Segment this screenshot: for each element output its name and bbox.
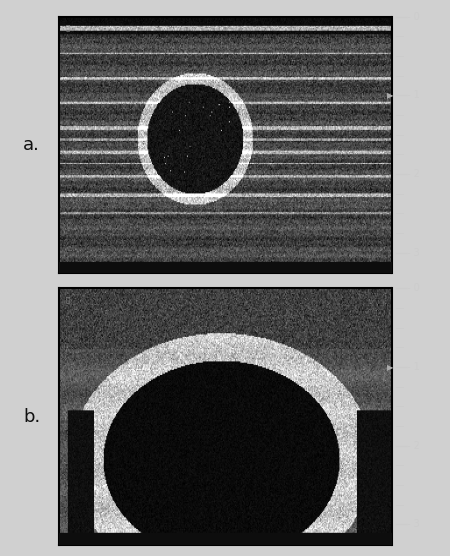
Bar [58,261,392,273]
Text: ⓘ: ⓘ [65,296,69,303]
Text: - 2: - 2 [407,169,420,179]
Text: - 1: - 1 [407,90,420,100]
Text: a.: a. [23,136,40,154]
Text: b.: b. [23,408,40,426]
Text: - 3: - 3 [407,247,420,257]
Text: - 1: - 1 [407,362,420,372]
Text: - 3: - 3 [407,519,420,529]
Text: - 2: - 2 [407,441,420,451]
Text: ▶: ▶ [387,91,394,100]
Text: ▶: ▶ [387,363,394,371]
Text: - 0: - 0 [407,284,420,294]
Text: - 0: - 0 [407,12,420,22]
Text: ⓘ: ⓘ [65,24,69,31]
Bar [58,533,392,545]
